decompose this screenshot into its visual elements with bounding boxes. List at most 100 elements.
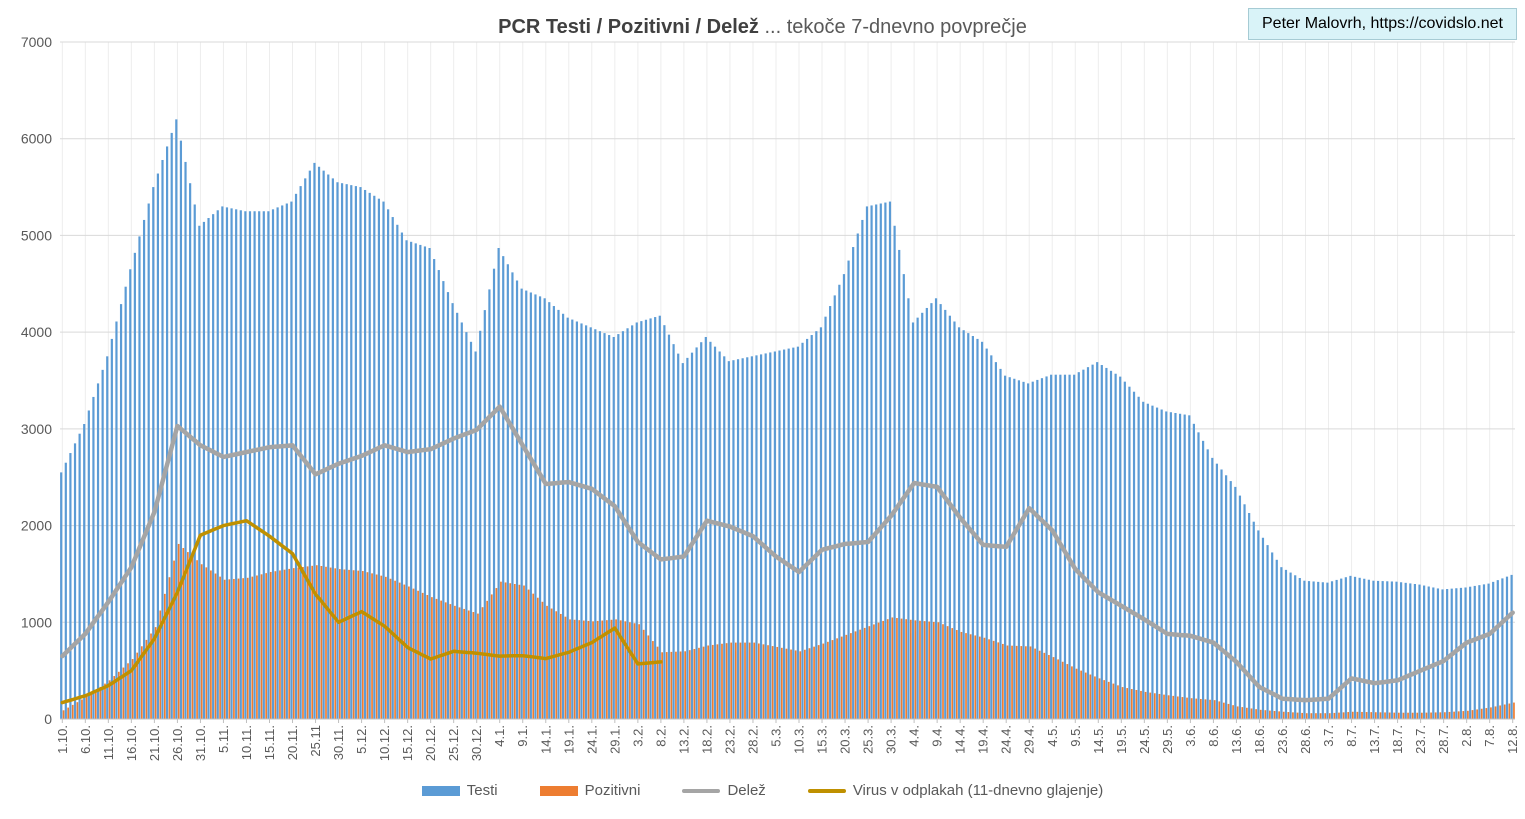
bar-pozitivni xyxy=(1425,712,1428,719)
bar-testi xyxy=(322,170,325,719)
bar-testi xyxy=(1151,405,1154,719)
bar-pozitivni xyxy=(693,648,696,719)
bar-testi xyxy=(575,321,578,719)
bar-pozitivni xyxy=(338,569,341,719)
bar-testi xyxy=(106,356,109,719)
bar-pozitivni xyxy=(1075,668,1078,719)
bar-testi xyxy=(1372,580,1375,719)
bar-pozitivni xyxy=(955,630,958,719)
bar-testi xyxy=(115,321,118,719)
bar-pozitivni xyxy=(140,646,143,719)
bar-pozitivni xyxy=(523,585,525,719)
bar-testi xyxy=(759,354,763,719)
bar-testi xyxy=(1386,581,1389,719)
bar-pozitivni xyxy=(1269,710,1271,719)
bar-testi xyxy=(1418,584,1421,719)
bar-pozitivni xyxy=(541,601,544,719)
bar-testi xyxy=(506,264,509,719)
bar-pozitivni xyxy=(868,626,871,719)
bar-testi xyxy=(884,202,887,720)
bar-pozitivni xyxy=(334,568,337,719)
bar-testi xyxy=(773,351,776,719)
bar-testi xyxy=(166,146,169,719)
bar-testi xyxy=(1238,495,1242,719)
bar-pozitivni xyxy=(256,575,258,719)
bar-pozitivni xyxy=(246,577,249,719)
bar-pozitivni xyxy=(196,560,198,719)
bar-pozitivni xyxy=(997,642,1000,719)
bar-testi xyxy=(133,252,136,719)
bar-pozitivni xyxy=(99,686,102,719)
bar-pozitivni xyxy=(1066,664,1069,719)
bar-testi xyxy=(667,334,671,719)
bar-testi xyxy=(1303,580,1306,719)
bar-testi xyxy=(1505,576,1509,719)
x-axis-label: 20.12. xyxy=(423,725,438,761)
bar-pozitivni xyxy=(1513,702,1515,719)
x-axis-label: 8.2. xyxy=(653,725,668,747)
x-axis-label: 26.10. xyxy=(170,725,185,761)
bar-pozitivni xyxy=(1301,712,1303,719)
bar-pozitivni xyxy=(896,618,898,719)
bar-pozitivni xyxy=(449,604,452,719)
bar-testi xyxy=(1082,369,1085,719)
bar-testi xyxy=(838,284,841,719)
bar-testi xyxy=(271,209,275,719)
bar-testi xyxy=(1188,415,1191,719)
bar-testi xyxy=(212,214,215,719)
bar-pozitivni xyxy=(292,568,295,719)
bar-pozitivni xyxy=(1034,648,1036,719)
bar-testi xyxy=(1128,386,1131,719)
bar-pozitivni xyxy=(1153,693,1156,719)
bar-pozitivni xyxy=(1061,661,1064,719)
bar-testi xyxy=(193,204,196,720)
x-axis-label: 15.12. xyxy=(400,725,415,761)
x-axis-label: 24.4. xyxy=(999,725,1014,754)
bar-testi xyxy=(1027,383,1030,719)
bar-pozitivni xyxy=(785,648,788,719)
bar-pozitivni xyxy=(417,590,419,719)
bar-pozitivni xyxy=(177,543,180,719)
x-axis-label: 3.6. xyxy=(1183,725,1198,747)
bar-testi xyxy=(1266,545,1269,719)
bar-testi xyxy=(129,269,132,719)
bar-testi xyxy=(1298,577,1301,719)
bar-testi xyxy=(1022,381,1025,719)
bar-pozitivni xyxy=(76,702,79,719)
bar-pozitivni xyxy=(1098,678,1101,719)
x-axis-label: 6.10. xyxy=(78,725,93,754)
bar-pozitivni xyxy=(822,643,825,719)
x-axis-label: 30.3. xyxy=(884,725,899,754)
bar-testi xyxy=(980,341,984,719)
bar-testi xyxy=(585,325,588,719)
bar-pozitivni xyxy=(1319,713,1322,719)
bar-pozitivni xyxy=(265,573,267,719)
bar-pozitivni xyxy=(1190,698,1193,719)
bar-testi xyxy=(1017,380,1021,719)
bar-pozitivni xyxy=(661,652,663,719)
bar-pozitivni xyxy=(734,642,737,719)
bar-testi xyxy=(1321,582,1324,719)
bar-testi xyxy=(1086,367,1090,719)
bar-testi xyxy=(658,315,661,719)
bar-testi xyxy=(276,207,279,719)
bar-testi xyxy=(644,319,648,719)
bar-pozitivni xyxy=(946,626,949,719)
bar-testi xyxy=(156,173,159,719)
bar-pozitivni xyxy=(223,579,226,719)
bar-testi xyxy=(64,462,67,719)
bar-testi xyxy=(681,363,684,719)
bar-pozitivni xyxy=(94,690,97,719)
bar-testi xyxy=(1123,381,1126,719)
bar-testi xyxy=(1109,370,1113,719)
bar-testi xyxy=(294,193,298,720)
bar-pozitivni xyxy=(1112,683,1115,719)
x-axis-label: 15.3. xyxy=(815,725,830,754)
bar-testi xyxy=(543,298,546,719)
bar-pozitivni xyxy=(684,651,686,719)
bar-testi xyxy=(1146,403,1149,719)
bar-pozitivni xyxy=(1407,712,1409,719)
bar-testi xyxy=(1169,412,1172,719)
bar-pozitivni xyxy=(624,621,627,719)
bar-testi xyxy=(73,443,77,719)
